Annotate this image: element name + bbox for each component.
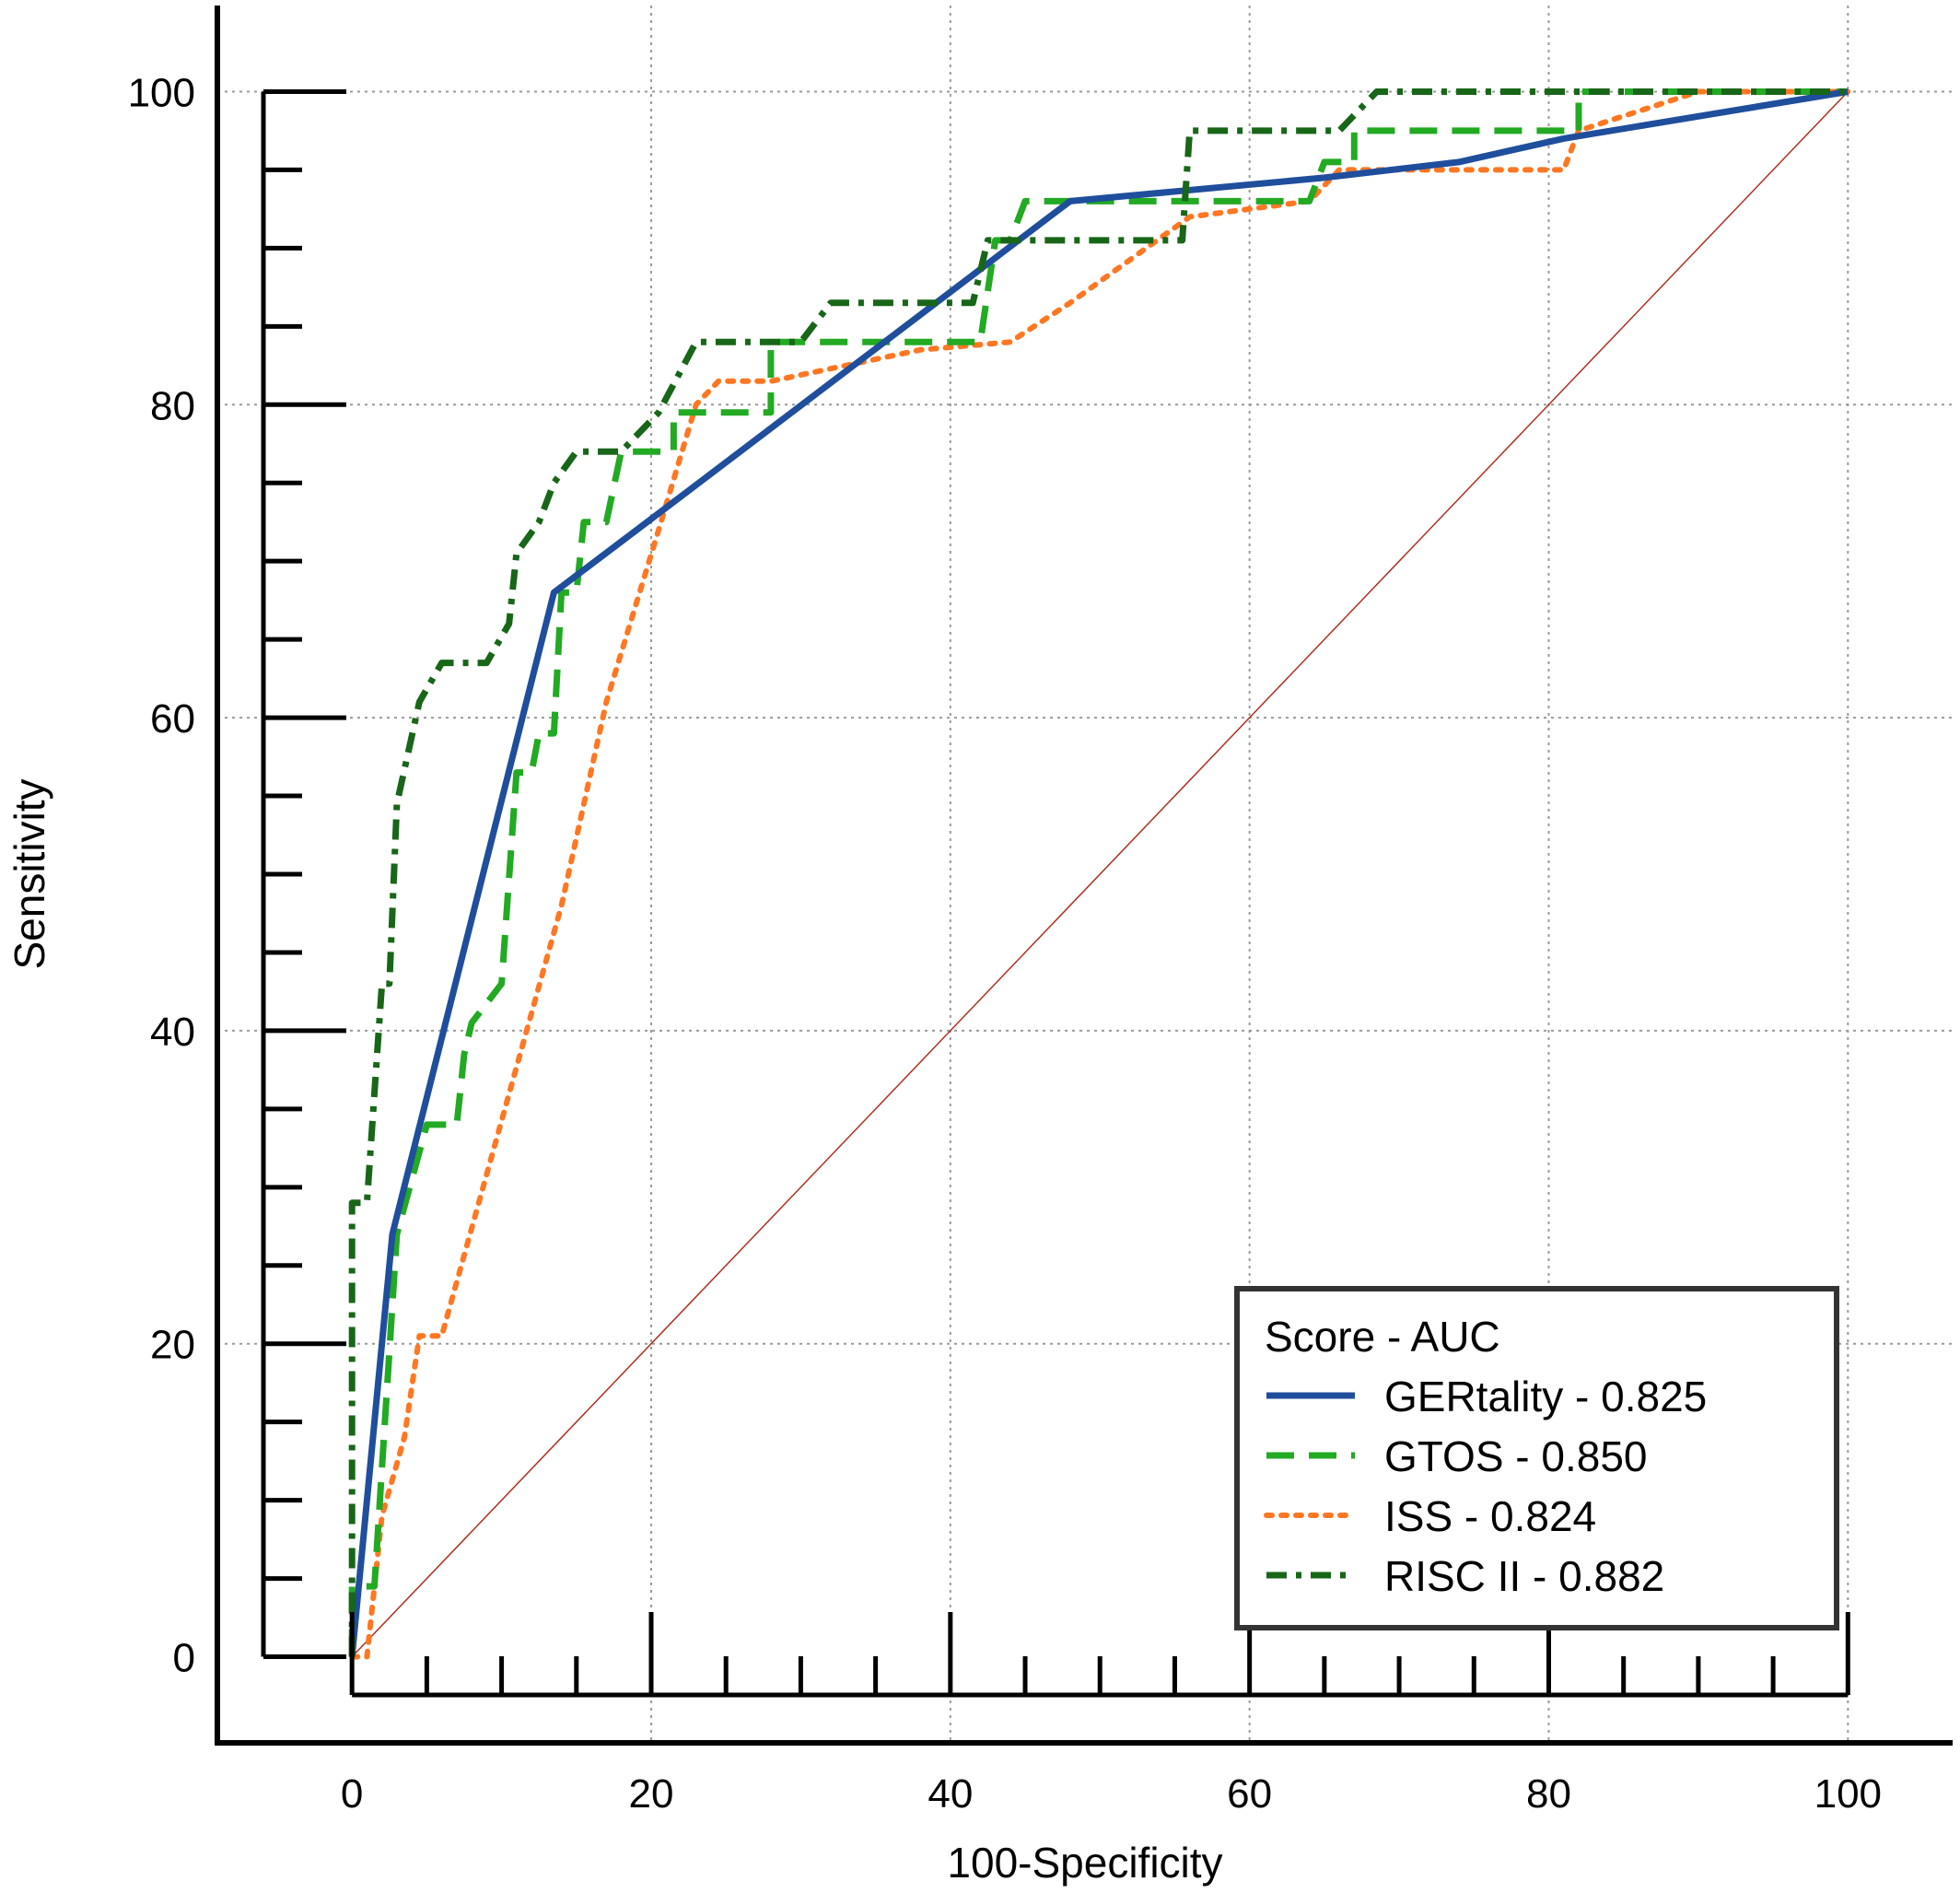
y-tick-label: 20: [150, 1323, 195, 1368]
legend-label: GERtality - 0.825: [1384, 1373, 1707, 1420]
axes: [215, 6, 1953, 1746]
legend-title: Score - AUC: [1265, 1313, 1500, 1361]
y-tick-label: 100: [128, 70, 195, 115]
legend: Score - AUC GERtality - 0.825 GTOS - 0.85…: [1234, 1286, 1839, 1630]
legend-label: RISC II - 0.882: [1384, 1552, 1664, 1600]
x-tick-label: 0: [341, 1771, 363, 1817]
tick-labels: 0 20 40 60 80 100 0 20 40 60 80 100: [128, 70, 1882, 1817]
y-axis-title: Sensitivity: [6, 778, 53, 969]
reference-diagonal-line: [351, 90, 1849, 1658]
x-tick-label: 20: [629, 1771, 674, 1817]
legend-box: [1234, 1286, 1839, 1630]
x-tick-label: 60: [1227, 1771, 1272, 1817]
x-tick-label: 80: [1526, 1771, 1571, 1817]
y-tick-label: 0: [173, 1636, 195, 1681]
series-layer: [348, 88, 1851, 1660]
x-tick-label: 40: [928, 1771, 973, 1817]
y-tick-label: 60: [150, 696, 195, 742]
series-line-dashdot: [348, 88, 1849, 1657]
x-axis-title: 100-Specificity: [947, 1839, 1222, 1887]
series-line-dotted: [349, 88, 1851, 1660]
legend-label: GTOS - 0.850: [1384, 1432, 1648, 1480]
legend-items: GERtality - 0.825 GTOS - 0.850 ISS - 0.824…: [1264, 1373, 1707, 1600]
y-tick-label: 80: [150, 383, 195, 428]
x-tick-label: 100: [1814, 1771, 1882, 1817]
legend-label: ISS - 0.824: [1384, 1492, 1596, 1540]
series-line-solid: [348, 88, 1849, 1657]
y-tick-label: 40: [150, 1010, 195, 1055]
